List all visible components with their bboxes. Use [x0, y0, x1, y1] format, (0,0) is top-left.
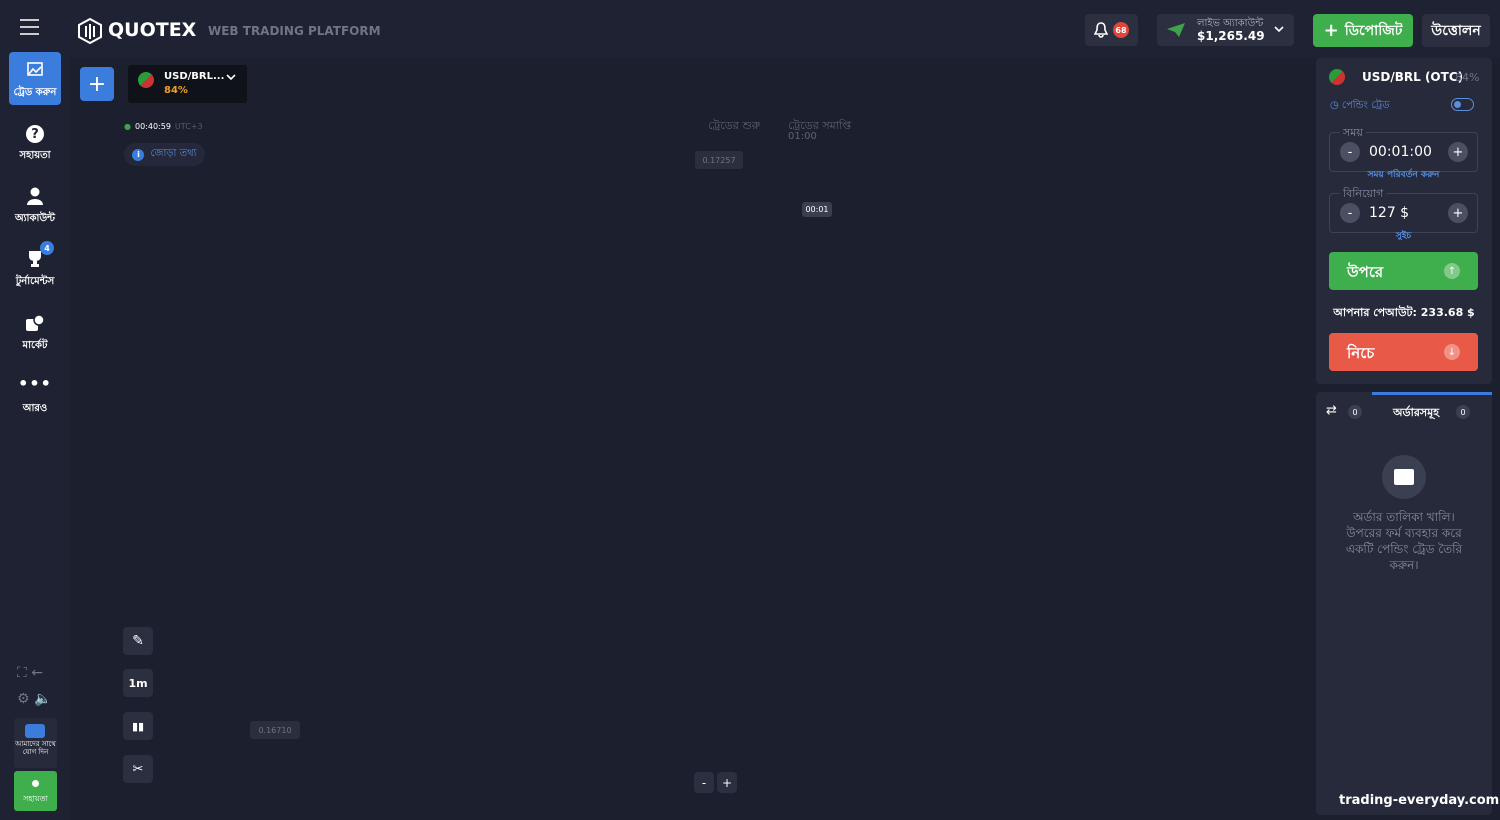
- account-nav-icon: [27, 187, 43, 205]
- market-icon: [26, 314, 45, 331]
- help-dot: [32, 780, 39, 787]
- nav-label[interactable]: আরও: [22, 403, 48, 414]
- up-label: উপরে: [1347, 263, 1384, 281]
- deposit-label: ডিপোজিট: [1344, 22, 1403, 39]
- trades-count: 0: [1348, 405, 1362, 419]
- join-icon: [25, 724, 45, 738]
- investment-plus[interactable]: +: [1448, 203, 1468, 223]
- chevron: [1274, 26, 1284, 33]
- flag-icon: [1329, 69, 1345, 85]
- up-button[interactable]: উপরে ↑: [1329, 252, 1478, 290]
- menu-icon[interactable]: [20, 19, 39, 35]
- chart-type[interactable]: ▮▮: [123, 712, 153, 740]
- zoom-in[interactable]: +: [717, 772, 737, 793]
- nav-label[interactable]: অ্যাকাউন্ট: [14, 213, 55, 224]
- brand: QUOTEX: [108, 19, 197, 41]
- watermark: trading-everyday.com: [1339, 793, 1500, 808]
- high-label: 0.17257: [695, 151, 743, 169]
- pending-trade[interactable]: ◷ পেন্ডিং ট্রেড: [1330, 100, 1390, 111]
- asset-payout: 84%: [164, 85, 188, 96]
- notifications[interactable]: 68: [1085, 14, 1138, 46]
- nav-label[interactable]: টুর্নামেন্টস: [15, 276, 55, 287]
- panel-asset: USD/BRL (OTC): [1362, 70, 1464, 84]
- time-label: সময়: [1340, 124, 1366, 143]
- clock: ● 00:40:59 UTC+3: [124, 122, 203, 131]
- draw-tool[interactable]: ✎: [123, 627, 153, 655]
- nav-label[interactable]: ট্রেড করুন: [13, 87, 57, 98]
- trades-tab[interactable]: ⇄: [1326, 403, 1337, 418]
- investment-minus[interactable]: -: [1340, 203, 1360, 223]
- help-button[interactable]: সহায়তা: [14, 771, 57, 811]
- more-icon: •••: [18, 374, 52, 393]
- deposit-button[interactable]: + ডিপোজিট: [1313, 14, 1413, 47]
- pair-info[interactable]: i জোড়া তথ্য: [124, 143, 205, 166]
- pending-toggle[interactable]: [1451, 98, 1474, 111]
- help-icon: ?: [26, 125, 44, 143]
- zoom-out[interactable]: -: [694, 772, 714, 793]
- balance: $1,265.49: [1197, 29, 1265, 43]
- asset-name: USD/BRL...: [164, 71, 225, 82]
- down-arrow: ↓: [1444, 344, 1460, 360]
- account[interactable]: লাইভ অ্যাকাউন্ট $1,265.49: [1157, 14, 1294, 46]
- empty-text: অর্ডার তালিকা খালি। উপরের ফর্ম ব্যবহার ক…: [1345, 510, 1463, 572]
- payout-amount: 233.68 $: [1420, 306, 1475, 319]
- time-change[interactable]: সময় পরিবর্তন করুন: [1367, 170, 1440, 180]
- empty-icon: [1382, 455, 1426, 499]
- down-button[interactable]: নিচে ↓: [1329, 333, 1478, 371]
- account-type: লাইভ অ্যাকাউন্ট: [1197, 18, 1264, 29]
- switch[interactable]: সুইচ: [1395, 231, 1412, 241]
- time-value: 00:01:00: [1369, 144, 1432, 160]
- settings-icon[interactable]: ⚙ 🔈: [17, 691, 52, 707]
- account-icon: [1167, 23, 1185, 37]
- asset-selector[interactable]: USD/BRL... 84%: [128, 65, 247, 103]
- notification-count: 68: [1113, 22, 1129, 38]
- trophy-icon: [29, 251, 41, 267]
- tagline: WEB TRADING PLATFORM: [208, 24, 381, 38]
- bell-icon: [1094, 22, 1108, 38]
- trade-icon: [27, 62, 43, 76]
- down-label: নিচে: [1347, 344, 1375, 362]
- pair-info-label: জোড়া তথ্য: [150, 148, 197, 159]
- low-label: 0.16710: [250, 721, 300, 739]
- orders-tab[interactable]: অর্ডারসমূহ: [1393, 406, 1440, 419]
- add-chart-button[interactable]: +: [80, 67, 114, 101]
- indicators[interactable]: ✂: [123, 755, 153, 783]
- fullscreen-icon[interactable]: ⛶ ←: [17, 665, 43, 681]
- payout-label: আপনার পেআউট:: [1333, 306, 1417, 319]
- up-arrow: ↑: [1444, 263, 1460, 279]
- timer: 00:01: [802, 202, 832, 217]
- time-input[interactable]: [1329, 132, 1478, 172]
- timeframe[interactable]: 1m: [123, 669, 153, 697]
- pending-label: পেন্ডিং ট্রেড: [1341, 100, 1390, 111]
- flag-icon: [138, 72, 154, 88]
- panel-payout: 84%: [1455, 71, 1480, 84]
- join-label: আমাদের সাথে যোগ দিন: [15, 740, 56, 756]
- clock-time: 00:40:59: [134, 122, 171, 131]
- trade-start: ট্রেডের শুরু: [708, 119, 761, 132]
- tournament-badge: 4: [40, 241, 54, 255]
- investment-input[interactable]: [1329, 193, 1478, 233]
- help-label: সহায়তা: [23, 794, 48, 803]
- withdraw-button[interactable]: উত্তোলন: [1422, 14, 1490, 47]
- trade-duration: 01:00: [788, 131, 817, 142]
- nav-label[interactable]: সহায়তা: [19, 150, 51, 161]
- sidebar-bg: [0, 58, 70, 820]
- orders-count: 0: [1456, 405, 1470, 419]
- timezone: UTC+3: [174, 122, 203, 131]
- trade-end: ট্রেডের সমাপ্তি: [788, 119, 852, 132]
- logo-icon: [78, 18, 102, 44]
- tab-indicator: [1372, 392, 1492, 395]
- chevron: [226, 74, 236, 81]
- nav-trade-active[interactable]: [9, 52, 61, 105]
- investment-label: বিনিয়োগ: [1340, 185, 1387, 204]
- payout-row: আপনার পেআউট: 233.68 $: [1316, 304, 1492, 323]
- time-plus[interactable]: +: [1448, 142, 1468, 162]
- time-minus[interactable]: -: [1340, 142, 1360, 162]
- investment-value: 127 $: [1369, 205, 1410, 221]
- nav-label[interactable]: মার্কেট: [22, 340, 48, 351]
